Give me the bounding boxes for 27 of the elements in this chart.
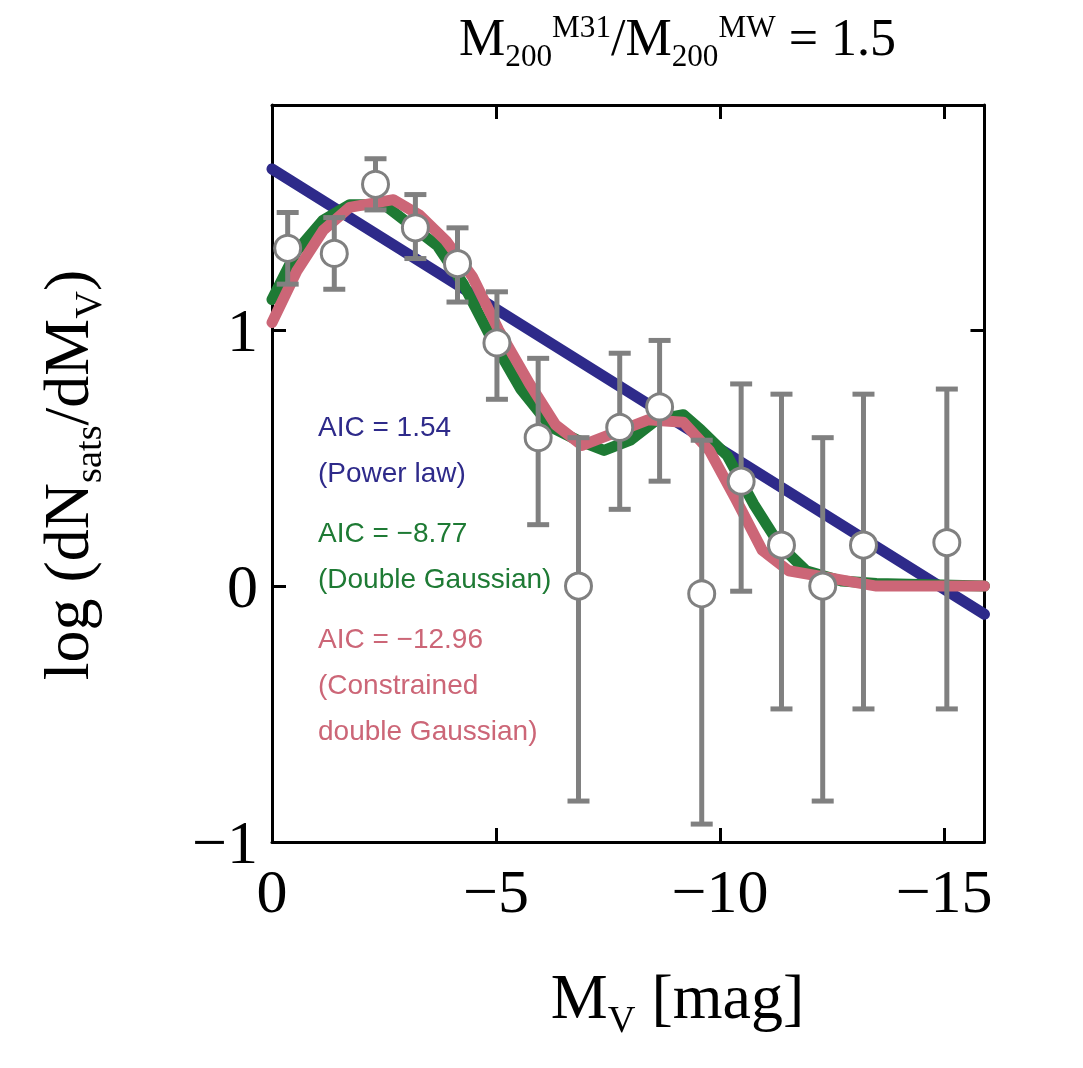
point [482,328,512,358]
x-axis-title: M$_{V}$ [mag] [549,960,806,1041]
y-tick-label: −1 [192,808,258,876]
point [687,579,717,609]
point [400,213,430,243]
x-tick-label: −5 [463,857,530,925]
x-tick-label: −15 [895,857,993,925]
point [443,249,473,279]
point [849,530,878,560]
point [605,412,635,442]
point [523,423,553,453]
point [361,169,391,199]
point [319,238,349,268]
point [808,571,838,601]
point [273,233,303,263]
point [564,571,593,601]
chart-title: M$_{200}$$^{M31}$/M$_{200}$$^{MW}$ = 1.5 [458,8,897,75]
text: AIC = 1.54 (Power law) [318,410,466,488]
text: AIC = −8.77 (Double Gaussian) [318,516,552,594]
text: AIC = −12.96 (Constrained double Gaussian) [318,622,538,746]
point [645,392,675,422]
point [932,528,962,558]
point [726,466,756,496]
x-tick-label: −10 [671,857,769,925]
y-tick-label: 1 [227,296,258,365]
y-tick-label: 0 [227,552,258,621]
point [767,530,796,560]
